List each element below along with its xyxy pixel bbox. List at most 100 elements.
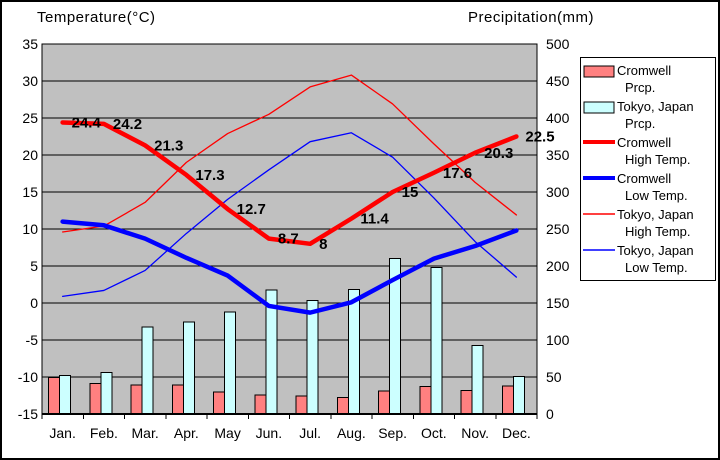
legend-swatch-glyph [583,249,615,251]
legend-label: Cromwell Prcp. [617,62,671,96]
data-label: 22.5 [525,129,554,146]
line-cromwell-low-temp [60,219,519,315]
data-label: 8.7 [278,231,299,248]
legend-swatch-glyph [583,140,615,144]
bar-cromwell-prcp [213,391,226,415]
legend-item-cromwell-high-temp: Cromwell High Temp. [581,134,715,170]
legend-swatch-tokyo-japan-high-temp [581,206,617,219]
precip-axis-tick-label: 250 [546,221,570,237]
legend-label: Tokyo, Japan Prcp. [617,98,694,132]
legend-label: Cromwell Low Temp. [617,170,688,204]
bar-cromwell-prcp [48,377,61,415]
legend-swatch-tokyo-japan-low-temp [581,242,617,255]
temp-axis-tick-label: 25 [22,110,38,126]
temp-axis-tick-label: -15 [18,406,38,422]
legend-swatch-cromwell-prcp [581,62,617,79]
data-label: 24.2 [113,116,142,133]
x-axis-month-label: Mar. [132,425,159,441]
x-axis-month-label: Jul. [299,425,321,441]
bar-cromwell-prcp [295,395,308,415]
precip-axis-tick-label: 500 [546,36,570,52]
precip-axis-tick-label: 400 [546,110,570,126]
data-label: 17.6 [443,165,472,182]
data-label: 21.3 [154,137,183,154]
legend-swatch-glyph [583,213,615,215]
legend-label-line2: High Temp. [625,152,691,167]
precip-axis-tick-label: 200 [546,258,570,274]
line-tokyo-japan-high-temp [61,74,518,233]
legend-label-line2: Prcp. [625,80,656,95]
bar-tokyo-japan-prcp [59,374,72,415]
bar-cromwell-prcp [419,386,432,415]
x-axis-month-label: May [214,425,240,441]
data-label: 24.4 [72,114,102,131]
legend-label: Tokyo, Japan Low Temp. [617,242,694,276]
legend-item-cromwell-low-temp: Cromwell Low Temp. [581,170,715,206]
bar-tokyo-japan-prcp [471,345,484,415]
x-axis-month-label: Sep. [378,425,407,441]
data-label: 11.4 [360,211,389,228]
x-axis-month-label: Oct. [421,425,447,441]
bar-tokyo-japan-prcp [306,299,319,415]
temp-axis-tick-label: 20 [22,147,38,163]
legend-item-tokyo-japan-low-temp: Tokyo, Japan Low Temp. [581,242,715,278]
data-label: 15 [402,184,419,201]
legend-label-line1: Tokyo, Japan [617,207,694,222]
precip-axis-tick-label: 0 [546,406,554,422]
line-tokyo-japan-low-temp [61,132,518,297]
legend-label-line1: Tokyo, Japan [617,99,694,114]
precip-axis-tick-label: 350 [546,147,570,163]
temp-axis-tick-label: 0 [30,295,38,311]
bar-tokyo-japan-prcp [512,375,525,415]
legend-label-line2: Prcp. [625,116,656,131]
legend-swatch-cromwell-high-temp [581,134,617,147]
x-axis-month-label: Apr. [174,425,199,441]
precip-axis-tick-label: 100 [546,332,570,348]
temp-axis-tick-label: -10 [18,369,38,385]
bar-cromwell-prcp [254,394,267,415]
temp-axis-tick-label: -5 [26,332,39,348]
bar-cromwell-prcp [130,384,143,415]
legend-swatch-glyph [583,65,615,78]
legend-label-line1: Cromwell [617,171,672,186]
bar-cromwell-prcp [89,383,102,415]
bar-tokyo-japan-prcp [224,311,237,415]
precip-axis-tick-label: 50 [546,369,562,385]
legend-label-line1: Tokyo, Japan [617,243,694,258]
precip-axis-tick-label: 300 [546,184,570,200]
legend-item-tokyo-japan-prcp: Tokyo, Japan Prcp. [581,98,715,134]
temp-axis-tick-label: 30 [22,73,38,89]
precipitation-axis-title: Precipitation(mm) [468,9,595,26]
bar-cromwell-prcp [460,389,473,415]
x-axis-month-label: Feb. [90,425,118,441]
legend-swatch-glyph [583,101,615,114]
x-axis-month-label: Dec. [502,425,531,441]
x-axis-month-label: Nov. [461,425,489,441]
bar-cromwell-prcp [336,397,349,415]
temp-axis-tick-label: 35 [22,36,38,52]
legend-label-line2: Low Temp. [625,260,688,275]
legend-swatch-glyph [583,176,615,180]
precip-axis-tick-label: 450 [546,73,570,89]
chart-legend: Cromwell Prcp. Tokyo, Japan Prcp. Cromwell Hi… [580,57,716,281]
legend-label-line1: Cromwell [617,63,672,78]
data-label: 20.3 [484,145,513,162]
legend-item-tokyo-japan-high-temp: Tokyo, Japan High Temp. [581,206,715,242]
legend-swatch-cromwell-low-temp [581,170,617,183]
temperature-axis-title: Temperature(°C) [37,9,156,26]
x-axis-month-label: Jun. [256,425,282,441]
x-axis-month-label: Jan. [49,425,75,441]
legend-label-line2: High Temp. [625,224,691,239]
temp-axis-tick-label: 5 [30,258,38,274]
bar-tokyo-japan-prcp [347,289,360,415]
bar-tokyo-japan-prcp [182,321,195,415]
legend-label-line2: Low Temp. [625,188,688,203]
legend-item-cromwell-prcp: Cromwell Prcp. [581,62,715,98]
bar-cromwell-prcp [501,385,514,415]
temp-axis-tick-label: 10 [22,221,38,237]
precip-axis-tick-label: 150 [546,295,570,311]
data-label: 12.7 [237,201,266,218]
bar-cromwell-prcp [378,390,391,415]
